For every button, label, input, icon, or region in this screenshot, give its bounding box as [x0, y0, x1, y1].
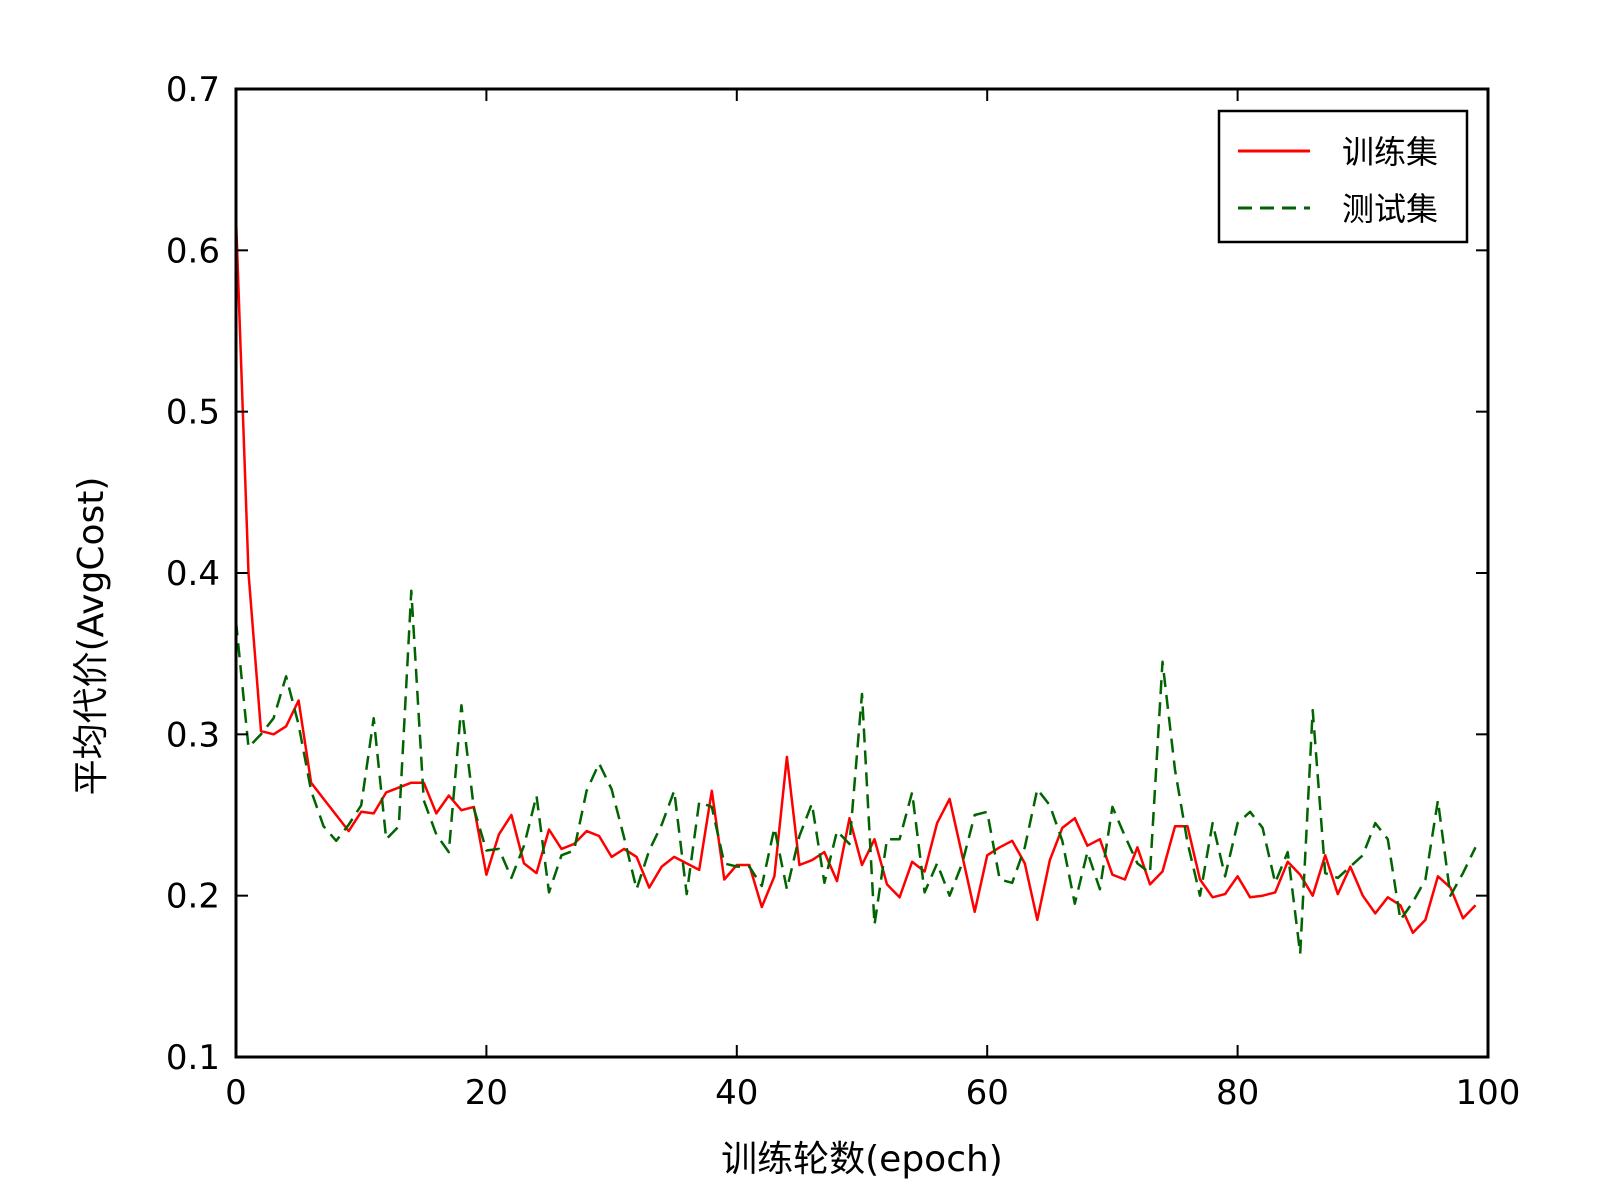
y-tick-label: 0.7 [166, 70, 220, 110]
legend-label-test: 测试集 [1342, 190, 1438, 228]
ticks-layer: 0 20 40 60 80 100 0.1 0.2 0.3 0.4 0.5 0.6 0.7 [166, 70, 1521, 1113]
y-tick-label: 0.5 [166, 393, 220, 433]
series-line-1 [234, 589, 1477, 955]
y-tick-label: 0.2 [166, 877, 220, 917]
plot-layer [234, 218, 1477, 955]
x-tick-label: 40 [715, 1073, 758, 1113]
x-tick-label: 60 [966, 1073, 1009, 1113]
legend-label-train: 训练集 [1342, 133, 1438, 171]
x-tick-label: 80 [1216, 1073, 1259, 1113]
legend-box [1217, 109, 1469, 244]
series-line-0 [234, 218, 1477, 935]
y-tick-label: 0.1 [166, 1038, 220, 1078]
y-axis-label: 平均代价(AvgCost) [71, 477, 112, 796]
x-axis-label: 训练轮数(epoch) [721, 1139, 1003, 1180]
x-tick-label: 100 [1456, 1073, 1521, 1113]
y-tick-label: 0.3 [166, 715, 220, 755]
x-tick-label: 0 [225, 1073, 247, 1113]
y-tick-label: 0.4 [166, 554, 220, 594]
y-tick-label: 0.6 [166, 231, 220, 271]
legend: 训练集 测试集 [1217, 109, 1469, 244]
x-tick-label: 20 [465, 1073, 508, 1113]
